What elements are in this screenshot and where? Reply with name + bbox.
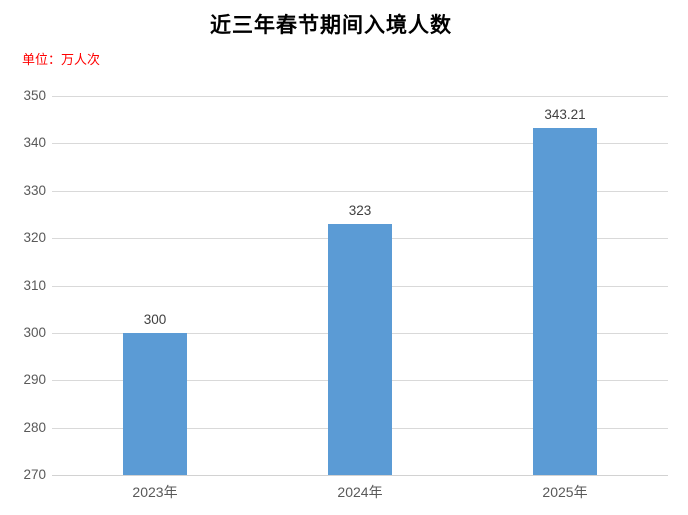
x-axis-tick-label: 2023年 (132, 484, 178, 500)
y-axis-tick-label: 280 (23, 420, 46, 435)
unit-label: 单位：万人次 (22, 52, 101, 67)
chart-title: 近三年春节期间入境人数 (210, 12, 452, 37)
y-axis-tick-label: 290 (23, 372, 46, 387)
y-axis-tick-label: 320 (23, 230, 46, 245)
bar-value-label: 300 (143, 312, 167, 327)
y-axis-tick-label: 300 (23, 325, 46, 340)
bar-value-label: 323 (348, 203, 372, 218)
x-axis-tick-label: 2025年 (542, 484, 588, 500)
gridline (52, 96, 668, 97)
y-axis-tick-label: 350 (23, 88, 46, 103)
y-axis-tick-label: 340 (23, 135, 46, 150)
y-axis-tick-label: 270 (23, 467, 46, 482)
bar-value-label: 343.21 (544, 107, 586, 122)
bar (533, 128, 597, 475)
bar (328, 224, 392, 475)
x-axis-line (52, 475, 668, 476)
y-axis-tick-label: 310 (23, 278, 46, 293)
x-axis-tick-label: 2024年 (337, 484, 383, 500)
gridline (52, 143, 668, 144)
gridline (52, 191, 668, 192)
y-axis-tick-label: 330 (23, 183, 46, 198)
bar (123, 333, 187, 475)
